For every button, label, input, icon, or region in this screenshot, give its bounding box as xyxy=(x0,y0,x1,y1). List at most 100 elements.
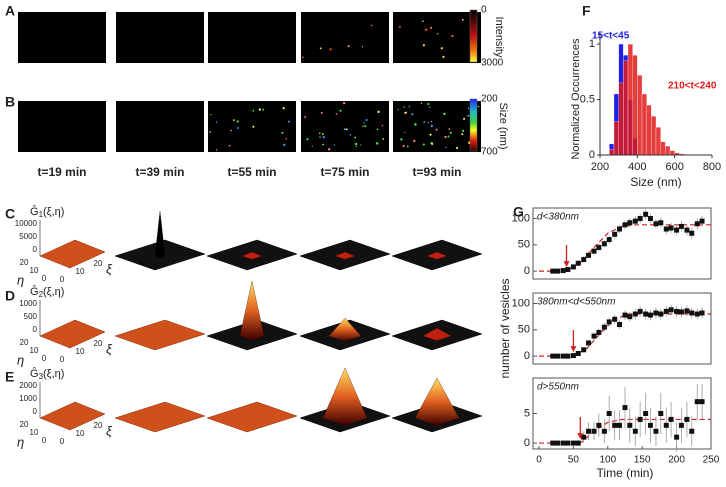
spot xyxy=(402,144,405,148)
spot xyxy=(440,47,443,50)
spot xyxy=(451,34,454,38)
hist-bar xyxy=(669,150,675,156)
data-point xyxy=(586,428,592,434)
data-point xyxy=(550,353,556,359)
spot xyxy=(455,146,459,149)
surface-label: Ĝ2(ξ,η) xyxy=(30,285,64,299)
data-point xyxy=(606,237,612,243)
x-axis-label: Size (nm) xyxy=(630,175,681,189)
data-point xyxy=(647,216,653,222)
data-point xyxy=(689,310,695,316)
spot xyxy=(414,123,417,126)
eta-tick-label: 0 xyxy=(42,354,47,363)
plot-frame xyxy=(532,292,712,365)
x-tick-label: 0 xyxy=(536,455,542,466)
data-point xyxy=(637,416,643,422)
data-point xyxy=(570,440,576,446)
spot xyxy=(360,144,362,146)
data-point xyxy=(678,309,684,315)
spot xyxy=(420,102,423,104)
spot xyxy=(329,48,332,51)
data-point xyxy=(684,227,690,233)
hist-bar xyxy=(623,60,629,156)
fit-line xyxy=(539,224,711,272)
surface-label: Ĝ3(ξ,η) xyxy=(30,367,64,381)
spot xyxy=(377,110,380,114)
spot xyxy=(400,138,403,141)
image-panel xyxy=(208,101,296,152)
y-tick-label: 50 xyxy=(518,324,530,336)
panel-label: E xyxy=(5,369,14,385)
surface-peak xyxy=(241,251,263,260)
spot xyxy=(361,46,364,48)
spot xyxy=(236,120,239,123)
time-label: t=55 min xyxy=(227,165,276,179)
panel-label: D xyxy=(5,288,15,304)
data-point xyxy=(575,350,581,356)
colorbar-tick: 0 xyxy=(481,5,487,16)
data-point xyxy=(684,416,690,422)
spot xyxy=(228,144,231,147)
label-args: (ξ,η) xyxy=(43,206,64,218)
spot xyxy=(422,44,426,47)
spot xyxy=(287,120,290,123)
data-point xyxy=(612,231,618,237)
data-point xyxy=(616,322,622,328)
spot xyxy=(215,149,218,151)
image-panel xyxy=(301,101,389,152)
spot xyxy=(463,117,466,120)
eta-label: η xyxy=(17,434,24,449)
spot xyxy=(444,135,447,139)
panel-label: C xyxy=(5,206,15,222)
data-point xyxy=(581,347,587,353)
data-point xyxy=(612,422,618,428)
x-tick-label: 800 xyxy=(703,161,721,173)
surface-plane xyxy=(206,401,298,433)
data-point xyxy=(591,248,597,254)
spot xyxy=(429,133,432,136)
surface-peak xyxy=(239,280,265,341)
data-point xyxy=(586,340,592,346)
data-point xyxy=(606,319,612,325)
spot xyxy=(442,55,445,59)
data-point xyxy=(658,220,664,226)
eta-tick-label: 20 xyxy=(20,338,29,347)
spot xyxy=(449,131,452,134)
data-point xyxy=(674,434,680,440)
data-point xyxy=(699,218,705,224)
label-sub: 3 xyxy=(39,372,44,381)
data-point xyxy=(694,311,700,317)
data-point xyxy=(575,440,581,446)
spot xyxy=(376,128,379,131)
panel-label: F xyxy=(582,3,591,19)
data-point xyxy=(689,230,695,236)
time-label: t=93 min xyxy=(412,165,461,179)
spot xyxy=(375,142,379,145)
data-point xyxy=(663,226,669,232)
xi-label: ξ xyxy=(106,341,113,356)
spot xyxy=(437,33,439,35)
label-base: Ĝ xyxy=(30,367,39,380)
data-point xyxy=(632,311,638,317)
eta-tick-label: 10 xyxy=(30,346,39,355)
data-point xyxy=(575,260,581,266)
label-args: (ξ,η) xyxy=(43,286,64,298)
spot xyxy=(258,108,261,111)
y-tick-label: 100 xyxy=(512,297,530,309)
eta-tick-label: 10 xyxy=(30,428,39,437)
data-point xyxy=(622,405,628,411)
xi-label: ξ xyxy=(106,423,113,438)
data-point xyxy=(663,308,669,314)
xi-tick-label: 10 xyxy=(76,267,85,276)
subplot-label: d<380nm xyxy=(537,212,579,223)
surface-plane xyxy=(39,239,106,269)
time-label: t=39 min xyxy=(135,165,184,179)
colorbar-label: Intensity xyxy=(493,17,505,58)
data-point xyxy=(591,333,597,339)
spot xyxy=(236,127,239,129)
arrow-head xyxy=(563,261,570,268)
data-point xyxy=(565,440,571,446)
data-point xyxy=(678,223,684,229)
hist-bar xyxy=(665,145,671,156)
data-point xyxy=(596,244,602,250)
